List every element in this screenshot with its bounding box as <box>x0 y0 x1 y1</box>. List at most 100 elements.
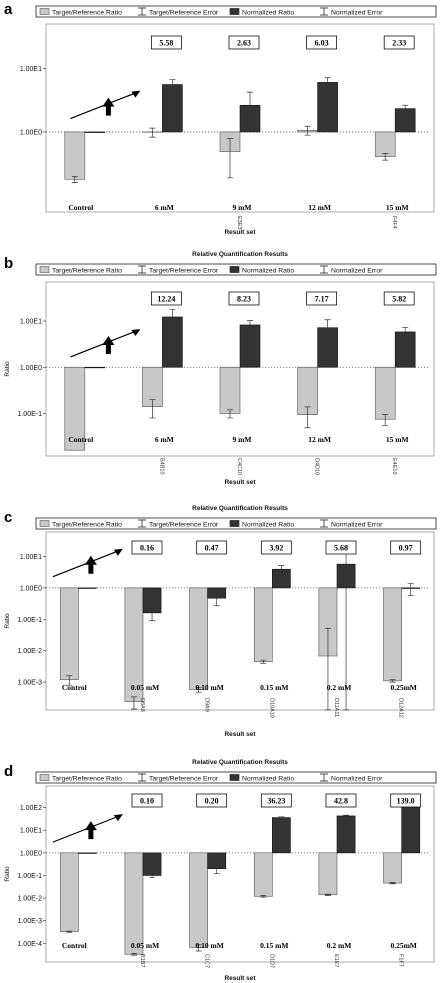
well-label-5: D12A12 <box>398 698 404 718</box>
y-tick-label: 1.00E1 <box>20 319 42 326</box>
error-bar-target-reference-2 <box>227 409 233 419</box>
legend-symbol-target-reference-error <box>138 265 146 274</box>
chart-title: Relative Quantification Results <box>192 251 288 258</box>
y-tick-label: 1.00E1 <box>20 554 42 561</box>
error-bar-normalized-1 <box>169 79 176 91</box>
error-bar-normalized-4 <box>343 814 350 817</box>
category-label-5: 0.25mM <box>390 683 416 692</box>
category-label-0: Control <box>62 941 87 950</box>
error-bar-target-reference-1 <box>149 399 156 419</box>
chart-panel-c: c Relative Quantification Results Target/R… <box>4 505 437 738</box>
x-axis-label: Result set <box>224 479 256 486</box>
bar-target-reference-5 <box>383 852 402 884</box>
legend-swatch-normalized <box>229 266 240 273</box>
category-label-1: 0.05 mM <box>131 683 159 692</box>
fold-change-box-4 <box>383 35 415 50</box>
category-label-1: 6 mM <box>155 435 174 444</box>
bar-normalized-3 <box>272 817 291 854</box>
error-bar-normalized-4 <box>402 326 409 339</box>
category-label-3: 12 mM <box>308 203 331 212</box>
y-tick-label: 1.00E-1 <box>17 873 42 880</box>
legend-symbol-target-reference-error <box>138 519 146 528</box>
error-bar-normalized-3 <box>278 816 285 819</box>
bar-target-reference-2 <box>189 852 208 948</box>
legend-label-normalized-ratio: Normalized Ratio <box>242 10 294 17</box>
legend-label-normalized-error: Normalized Error <box>331 268 383 275</box>
fold-change-box-4 <box>325 793 357 808</box>
error-bar-normalized-3 <box>324 77 331 89</box>
error-bar-target-reference-4 <box>324 893 331 896</box>
legend-symbol-normalized-error <box>320 7 328 16</box>
legend-label-target-reference-ratio: Target/Reference Ratio <box>52 268 122 275</box>
legend-label-normalized-ratio: Normalized Ratio <box>242 522 294 529</box>
fold-change-label-3: 7.17 <box>315 295 329 304</box>
fold-change-box-1 <box>131 540 163 555</box>
error-bar-target-reference-1 <box>149 127 156 138</box>
fold-change-box-1 <box>150 291 182 306</box>
fold-change-label-3: 3.92 <box>269 544 283 553</box>
trend-arrow-head <box>131 328 141 336</box>
bar-target-reference-0 <box>64 131 86 180</box>
error-bar-normalized-5 <box>407 583 414 596</box>
x-axis-label: Result set <box>224 731 256 738</box>
y-tick-label: 1.00E-1 <box>17 411 42 418</box>
bar-normalized-0 <box>84 366 106 369</box>
legend-swatch-target-reference <box>39 8 50 15</box>
bar-normalized-3 <box>317 82 338 133</box>
well-label-4: F4F4 <box>391 216 397 229</box>
y-tick-label: 1.00E1 <box>20 66 42 73</box>
legend-label-normalized-error: Normalized Error <box>331 522 383 529</box>
legend-symbol-target-reference-error <box>138 773 146 782</box>
fold-change-box-1 <box>150 35 182 50</box>
bar-normalized-1 <box>162 84 183 133</box>
error-bar-normalized-2 <box>213 592 220 607</box>
legend-swatch-target-reference <box>39 266 50 273</box>
y-tick-label: 1.00E-1 <box>17 617 42 624</box>
fold-change-box-2 <box>228 35 260 50</box>
bar-normalized-0 <box>78 852 97 854</box>
fold-change-box-3 <box>260 793 292 808</box>
fold-change-label-2: 0.20 <box>205 797 219 806</box>
bar-normalized-0 <box>78 587 97 589</box>
fold-change-box-1 <box>131 793 163 808</box>
error-bar-target-reference-4 <box>324 627 331 711</box>
error-bar-target-reference-0 <box>71 176 78 183</box>
error-bar-target-reference-3 <box>260 659 267 664</box>
legend-label-target-reference-error: Target/Reference Error <box>149 776 219 783</box>
fold-change-box-2 <box>228 291 260 306</box>
y-tick-label: 1.00E0 <box>20 129 42 136</box>
category-label-0: Control <box>62 683 87 692</box>
y-tick-label: 1.00E2 <box>20 805 42 812</box>
well-label-1: B4B10 <box>158 458 164 475</box>
trend-arrow-head <box>113 548 123 556</box>
up-arrow-icon <box>102 97 115 116</box>
panel-letter: b <box>4 255 13 272</box>
up-arrow-icon <box>84 821 97 840</box>
category-label-2: 0.10 mM <box>196 683 224 692</box>
plot-frame <box>45 785 435 963</box>
legend-label-target-reference-error: Target/Reference Error <box>149 10 219 17</box>
legend-swatch-target-reference <box>39 520 50 527</box>
bar-normalized-0 <box>84 131 106 133</box>
bar-normalized-1 <box>142 852 162 876</box>
error-bar-normalized-3 <box>278 565 285 575</box>
error-bar-normalized-1 <box>169 309 176 330</box>
error-bar-target-reference-0 <box>66 930 73 933</box>
trend-arrow-head <box>113 814 123 822</box>
legend-label-target-reference-error: Target/Reference Error <box>149 268 219 275</box>
chart-panel-a: a Target/Reference Ratio Target/Reference … <box>4 1 437 236</box>
legend-label-target-reference-ratio: Target/Reference Ratio <box>52 776 122 783</box>
well-label-2: D9A9 <box>204 698 210 712</box>
up-arrow-icon <box>102 335 115 354</box>
trend-arrow-head <box>131 90 141 98</box>
legend-symbol-normalized-error <box>320 773 328 782</box>
bar-target-reference-4 <box>318 852 338 896</box>
legend-symbol-normalized-error <box>320 265 328 274</box>
bar-target-reference-4 <box>374 131 396 157</box>
fold-change-box-5 <box>390 540 422 555</box>
fold-change-label-4: 5.82 <box>392 295 406 304</box>
category-label-4: 0.2 mM <box>327 683 352 692</box>
error-bar-target-reference-5 <box>389 882 396 885</box>
legend-label-normalized-ratio: Normalized Ratio <box>242 268 294 275</box>
bar-normalized-5 <box>401 804 421 854</box>
